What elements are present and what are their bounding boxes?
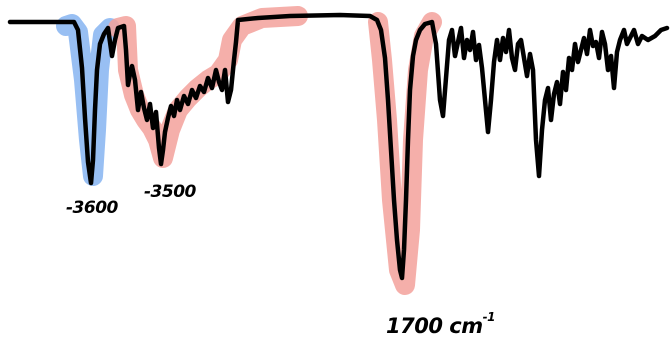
label-carbonyl-superscript: -1	[483, 310, 495, 324]
label-carbonyl: 1700 cm-1	[386, 310, 495, 337]
highlight-carbonyl-peak	[368, 12, 442, 295]
spectrum-line	[7, 12, 670, 281]
label-oh-free: -3600	[66, 198, 119, 218]
highlight-oh-hbond-region	[108, 6, 308, 168]
label-oh-hbond: -3500	[144, 182, 197, 202]
label-carbonyl-value: 1700 cm	[386, 314, 483, 337]
